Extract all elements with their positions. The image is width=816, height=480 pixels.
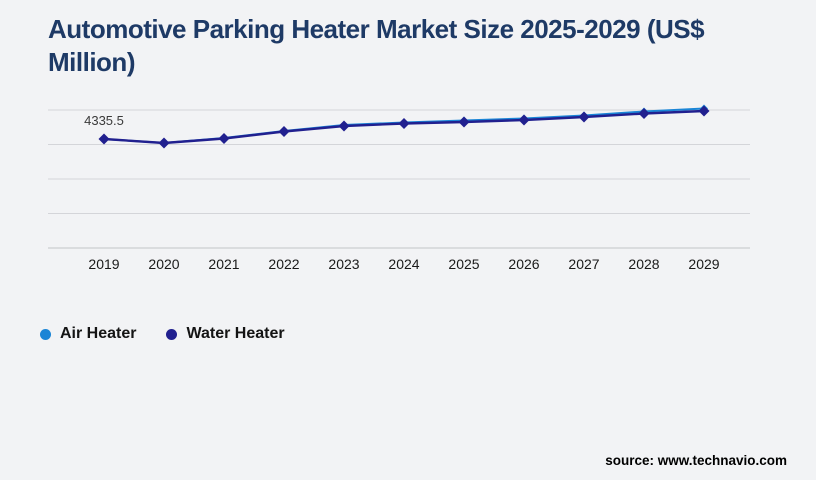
marker-water-heater-2026 [518,114,530,126]
marker-water-heater-2028 [638,108,650,119]
x-tick-2020: 2020 [148,256,180,272]
x-tick-2023: 2023 [328,256,360,272]
x-tick-2019: 2019 [88,256,120,272]
x-tick-2028: 2028 [628,256,660,272]
data-point-label-2019: 4335.5 [84,113,124,128]
marker-water-heater-2023 [338,120,350,132]
x-tick-2025: 2025 [448,256,480,272]
marker-water-heater-2029 [698,105,710,117]
x-tick-2021: 2021 [208,256,240,272]
x-tick-2029: 2029 [688,256,720,272]
x-tick-2024: 2024 [388,256,420,272]
legend-item-water-heater: Water Heater [166,325,285,343]
marker-water-heater-2022 [278,126,290,137]
chart-title-line-1: Automotive Parking Heater Market Size 20… [48,14,705,44]
chart-legend: Air Heater Water Heater [40,325,285,343]
marker-water-heater-2025 [458,116,470,128]
legend-label-air-heater: Air Heater [60,325,137,342]
marker-water-heater-2019 [98,133,110,145]
chart-title: Automotive Parking Heater Market Size 20… [48,13,760,79]
marker-water-heater-2027 [578,111,590,123]
legend-item-air-heater: Air Heater [40,325,136,343]
source-credit: source: www.technavio.com [605,453,787,468]
chart-title-line-2: Million) [48,47,135,77]
marker-water-heater-2024 [398,118,410,129]
x-tick-2022: 2022 [268,256,300,272]
legend-label-water-heater: Water Heater [186,325,285,342]
marker-water-heater-2021 [218,133,230,144]
x-tick-2026: 2026 [508,256,540,272]
air-heater-swatch-icon [40,328,51,340]
water-heater-swatch-icon [166,328,178,340]
line-chart-plot-area [48,104,750,249]
x-tick-2027: 2027 [568,256,600,272]
marker-water-heater-2020 [158,137,170,149]
